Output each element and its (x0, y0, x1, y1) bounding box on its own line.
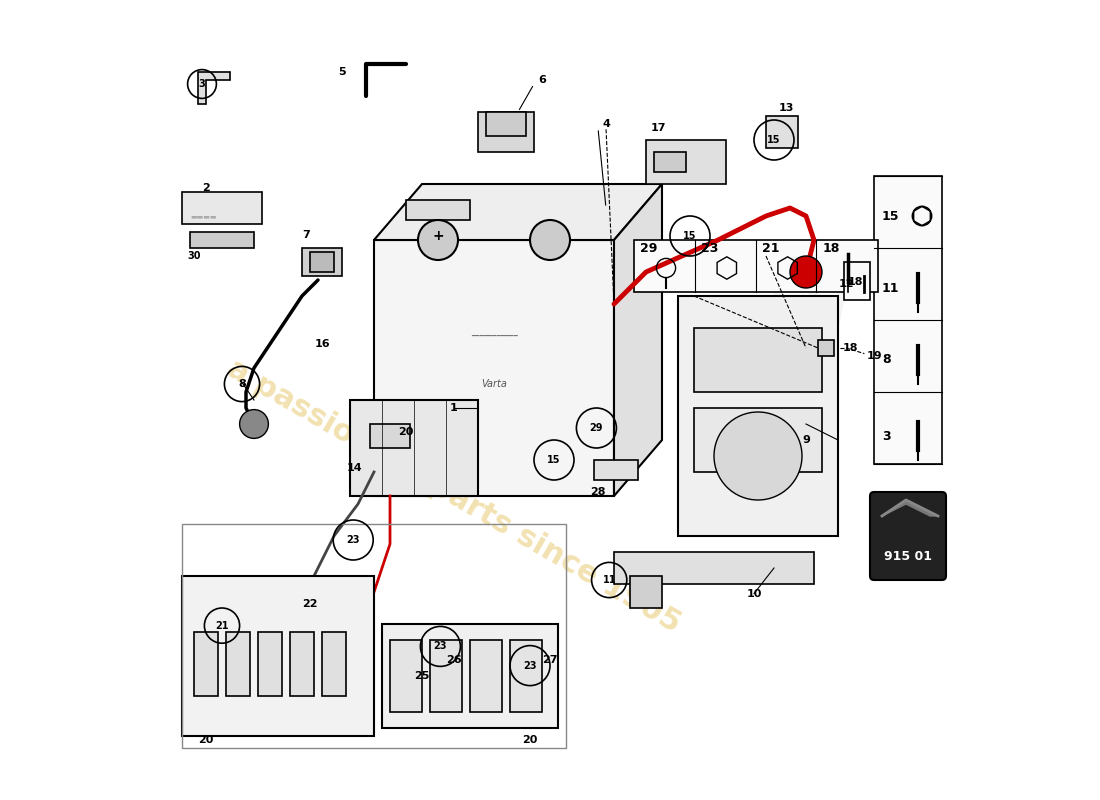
Text: 15: 15 (768, 135, 781, 145)
Text: 10: 10 (746, 589, 761, 598)
Text: 8: 8 (882, 354, 891, 366)
Circle shape (240, 410, 268, 438)
Text: 16: 16 (315, 339, 330, 349)
Text: 5: 5 (338, 67, 345, 77)
Text: 22: 22 (302, 599, 318, 609)
Text: 23: 23 (433, 642, 447, 651)
Bar (374, 240, 614, 496)
Text: 3: 3 (882, 430, 891, 442)
Bar (646, 140, 726, 184)
Text: ▬▬▬▬: ▬▬▬▬ (190, 213, 217, 219)
Bar (766, 116, 797, 148)
Bar (226, 632, 250, 696)
FancyBboxPatch shape (870, 492, 946, 580)
Text: 18: 18 (843, 343, 858, 353)
Bar (478, 112, 534, 152)
Polygon shape (374, 184, 662, 240)
Bar (630, 576, 662, 608)
Bar (694, 408, 822, 472)
Bar (430, 640, 462, 712)
Bar (694, 328, 822, 392)
Text: 2: 2 (202, 183, 210, 193)
Bar (194, 632, 218, 696)
Bar (634, 240, 878, 292)
Circle shape (418, 220, 458, 260)
Text: 11: 11 (603, 575, 616, 585)
Bar (370, 424, 410, 448)
Bar (182, 524, 566, 748)
Bar (390, 640, 422, 712)
Bar (190, 232, 254, 248)
Text: 20: 20 (398, 427, 414, 437)
Bar (382, 624, 558, 728)
Text: 7: 7 (302, 230, 310, 240)
Polygon shape (882, 500, 938, 516)
Text: 4: 4 (602, 119, 609, 129)
Text: 15: 15 (548, 455, 561, 465)
Text: 1: 1 (450, 403, 458, 413)
Text: 15: 15 (882, 210, 900, 222)
Polygon shape (818, 340, 834, 356)
Text: 13: 13 (779, 103, 794, 113)
Bar (406, 200, 470, 220)
Circle shape (714, 412, 802, 500)
Bar (322, 632, 346, 696)
Text: Varta: Varta (481, 379, 507, 389)
Bar (874, 176, 942, 464)
Text: 18: 18 (823, 242, 840, 254)
Bar (510, 640, 542, 712)
Bar (302, 248, 342, 276)
Circle shape (790, 256, 822, 288)
Text: DI: DI (761, 279, 850, 361)
Text: +: + (432, 229, 443, 243)
Text: 11: 11 (882, 282, 900, 294)
Circle shape (530, 220, 570, 260)
Text: 17: 17 (650, 123, 666, 133)
Bar (182, 192, 262, 224)
Text: 3: 3 (199, 79, 206, 89)
Text: 18: 18 (848, 277, 864, 286)
Text: 19: 19 (866, 351, 882, 361)
Text: 28: 28 (591, 487, 606, 497)
Bar (470, 640, 502, 712)
Text: 9: 9 (802, 435, 810, 445)
Polygon shape (198, 72, 230, 104)
Text: 25: 25 (415, 671, 430, 681)
Text: 29: 29 (640, 242, 658, 254)
Bar (350, 400, 478, 496)
Text: 20: 20 (522, 735, 538, 745)
Text: 12: 12 (838, 279, 854, 289)
Bar (594, 460, 638, 480)
Text: 23: 23 (524, 661, 537, 670)
Bar (310, 252, 334, 272)
Bar (290, 632, 314, 696)
Text: 21: 21 (216, 621, 229, 630)
Text: 14: 14 (346, 463, 362, 473)
Text: 30: 30 (187, 251, 200, 261)
Text: 26: 26 (447, 655, 462, 665)
Text: 15: 15 (683, 231, 696, 241)
Text: 23: 23 (346, 535, 360, 545)
Bar (486, 112, 526, 136)
Text: 915 01: 915 01 (884, 550, 932, 562)
Bar (614, 552, 814, 584)
Text: 8: 8 (238, 379, 246, 389)
Text: 6: 6 (538, 75, 546, 85)
Text: 29: 29 (590, 423, 603, 433)
Text: 20: 20 (198, 735, 213, 745)
Text: 27: 27 (542, 655, 558, 665)
Polygon shape (614, 184, 662, 496)
Bar (654, 152, 686, 172)
Bar (845, 262, 870, 300)
Bar (678, 296, 838, 536)
Text: a passion for parts since 1905: a passion for parts since 1905 (222, 354, 686, 638)
Bar (182, 576, 374, 736)
Text: 23: 23 (701, 242, 718, 254)
Text: 21: 21 (762, 242, 780, 254)
Bar (258, 632, 282, 696)
Text: ━━━━━━━━━━━: ━━━━━━━━━━━ (471, 333, 517, 339)
